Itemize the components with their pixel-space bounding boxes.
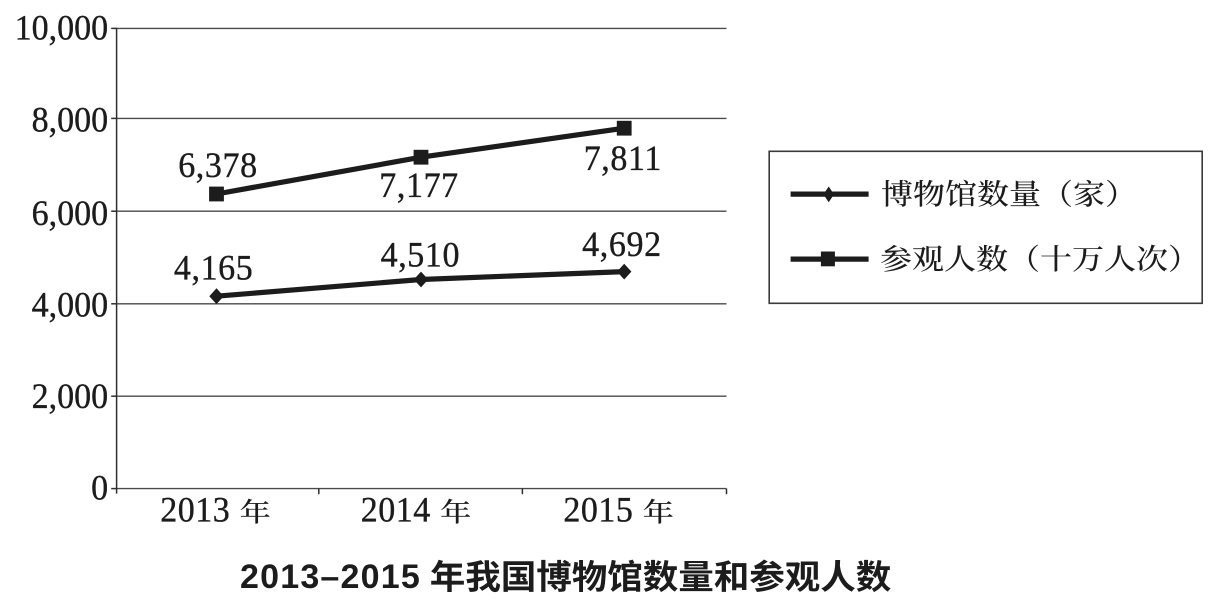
svg-text:6,000: 6,000 bbox=[32, 193, 108, 233]
svg-text:4,000: 4,000 bbox=[32, 284, 108, 324]
svg-text:4,165: 4,165 bbox=[174, 247, 253, 287]
svg-text:2013: 2013 bbox=[160, 489, 230, 529]
svg-text:7,177: 7,177 bbox=[379, 165, 458, 205]
svg-text:10,000: 10,000 bbox=[15, 8, 108, 48]
svg-text:4,510: 4,510 bbox=[381, 234, 460, 274]
svg-text:4,692: 4,692 bbox=[582, 224, 661, 264]
svg-text:8,000: 8,000 bbox=[32, 100, 108, 140]
svg-text:6,378: 6,378 bbox=[178, 145, 257, 185]
svg-text:2015: 2015 bbox=[563, 489, 633, 529]
svg-text:2,000: 2,000 bbox=[32, 376, 108, 416]
svg-text:2014: 2014 bbox=[361, 489, 431, 529]
svg-text:2013–2015: 2013–2015 bbox=[240, 558, 421, 596]
svg-text:0: 0 bbox=[91, 467, 108, 507]
svg-text:7,811: 7,811 bbox=[584, 138, 662, 178]
